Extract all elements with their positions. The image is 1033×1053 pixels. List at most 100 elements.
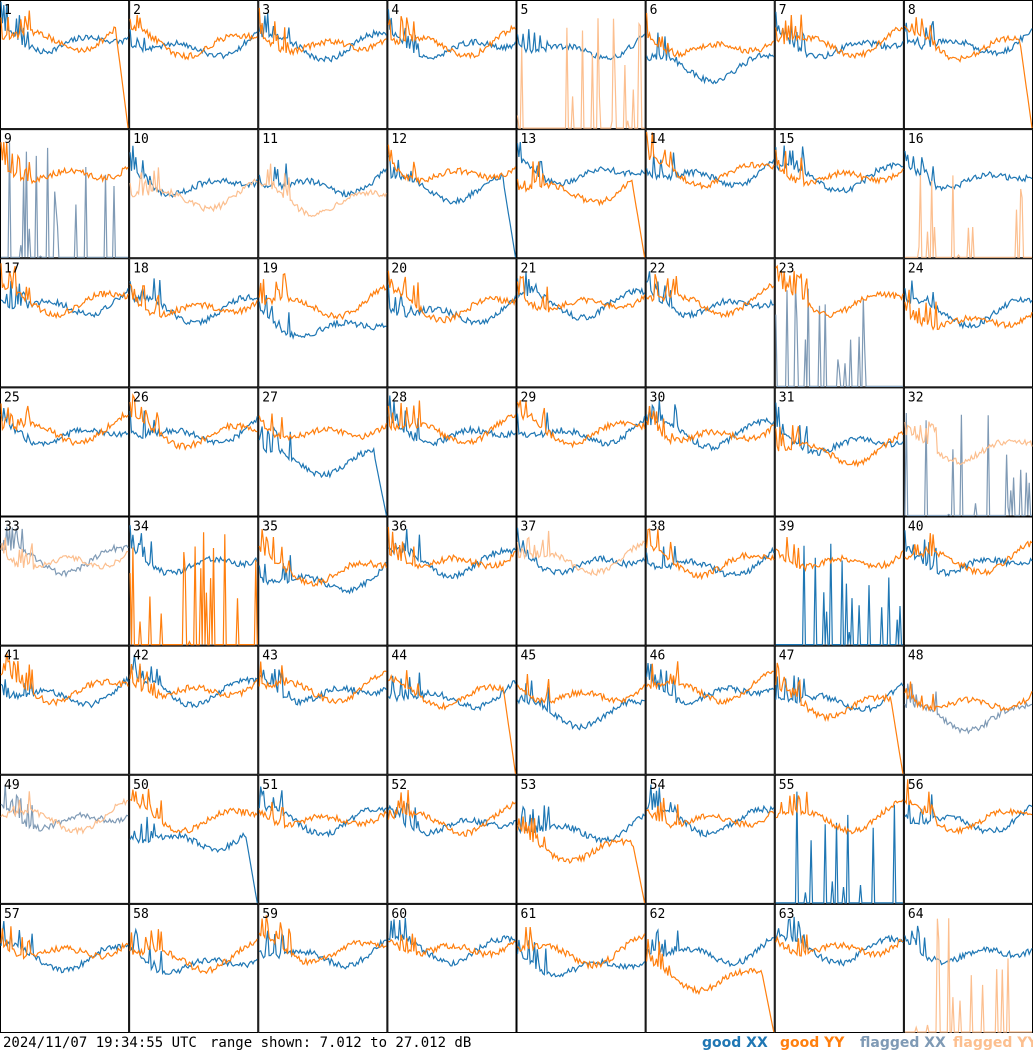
trace-xx-33 (0, 526, 129, 578)
trace-xx-27 (258, 426, 387, 516)
panel-28: 28 (387, 387, 517, 517)
trace-yy-64 (904, 918, 1032, 1033)
panel-37: 37 (516, 516, 646, 646)
panel-frame (903, 258, 1033, 388)
panel-2: 2 (129, 0, 259, 130)
panel-43: 43 (258, 645, 388, 775)
panel-frame (129, 387, 259, 517)
panel-49: 49 (0, 774, 130, 904)
trace-yy-25 (0, 403, 129, 447)
trace-xx-31 (775, 402, 904, 456)
panel-label-7: 7 (779, 3, 787, 18)
trace-yy-27 (258, 413, 387, 442)
panel-label-19: 19 (262, 261, 278, 276)
panel-frame (387, 774, 517, 904)
legend-flagged-xx: flagged XX (860, 1035, 946, 1051)
panel-frame (0, 645, 130, 775)
trace-xx-39 (775, 543, 903, 646)
panel-12: 12 (387, 129, 517, 259)
trace-yy-58 (129, 929, 258, 975)
trace-yy-11 (258, 163, 387, 218)
trace-yy-40 (904, 533, 1033, 577)
panel-label-51: 51 (262, 778, 278, 793)
panel-frame (774, 387, 904, 517)
panel-label-34: 34 (133, 520, 149, 535)
trace-yy-30 (646, 405, 774, 446)
trace-yy-28 (387, 400, 517, 446)
trace-xx-29 (516, 412, 646, 447)
panel-16: 16 (903, 129, 1033, 259)
panel-label-17: 17 (4, 261, 20, 276)
trace-yy-53 (516, 816, 646, 904)
panel-frame (258, 0, 388, 130)
panel-label-27: 27 (262, 390, 278, 405)
panel-30: 30 (645, 387, 775, 517)
panel-label-52: 52 (391, 778, 407, 793)
panel-label-1: 1 (4, 3, 12, 18)
panel-label-33: 33 (4, 520, 20, 535)
panel-15: 15 (774, 129, 904, 259)
panel-3: 3 (258, 0, 388, 130)
trace-yy-3 (258, 7, 387, 57)
trace-xx-2 (129, 29, 258, 60)
trace-xx-54 (646, 784, 775, 838)
panel-frame (0, 516, 130, 646)
trace-xx-32 (904, 412, 1032, 517)
trace-xx-25 (0, 408, 129, 448)
trace-xx-11 (258, 163, 387, 198)
trace-xx-7 (775, 11, 904, 60)
panel-label-3: 3 (262, 3, 270, 18)
panel-36: 36 (387, 516, 517, 646)
panel-38: 38 (645, 516, 775, 646)
panel-label-15: 15 (779, 132, 795, 147)
trace-xx-9 (1, 142, 129, 258)
panel-label-47: 47 (779, 649, 795, 664)
panel-52: 52 (387, 774, 517, 904)
panel-label-30: 30 (650, 390, 666, 405)
trace-yy-31 (775, 425, 904, 468)
trace-xx-18 (129, 278, 258, 327)
panel-frame (387, 387, 517, 517)
panel-label-2: 2 (133, 3, 141, 18)
panel-42: 42 (129, 645, 259, 775)
trace-yy-61 (517, 927, 646, 970)
panel-label-41: 41 (4, 649, 20, 664)
trace-xx-23 (775, 285, 903, 387)
panel-39: 39 (774, 516, 904, 646)
trace-yy-17 (0, 263, 129, 320)
trace-yy-33 (0, 537, 129, 570)
panel-18: 18 (129, 258, 259, 388)
panel-22: 22 (645, 258, 775, 388)
trace-yy-48 (904, 681, 1033, 712)
trace-yy-1 (0, 10, 129, 129)
panel-frame (0, 129, 130, 259)
panel-frame (903, 774, 1033, 904)
panel-frame (258, 258, 388, 388)
panel-24: 24 (903, 258, 1033, 388)
trace-yy-20 (387, 270, 517, 324)
panel-frame (645, 645, 775, 775)
panel-frame (774, 0, 904, 130)
panel-35: 35 (258, 516, 388, 646)
trace-xx-55 (775, 791, 903, 904)
trace-xx-46 (646, 662, 775, 706)
trace-xx-50 (129, 816, 258, 904)
panel-label-26: 26 (133, 390, 149, 405)
trace-yy-39 (775, 536, 904, 572)
panel-frame (387, 258, 517, 388)
trace-yy-47 (775, 662, 904, 774)
trace-yy-10 (129, 167, 258, 213)
trace-xx-5 (516, 29, 646, 61)
trace-xx-28 (387, 395, 516, 447)
panel-label-58: 58 (133, 907, 149, 922)
trace-yy-9 (0, 142, 129, 185)
trace-yy-13 (516, 161, 646, 258)
trace-yy-52 (387, 789, 516, 838)
panel-label-54: 54 (650, 778, 666, 793)
trace-yy-34 (129, 532, 258, 646)
panel-frame (0, 0, 130, 130)
panel-label-50: 50 (133, 778, 149, 793)
legend-good-xx: good XX (702, 1035, 768, 1051)
trace-yy-38 (646, 528, 775, 581)
trace-yy-4 (387, 15, 516, 60)
